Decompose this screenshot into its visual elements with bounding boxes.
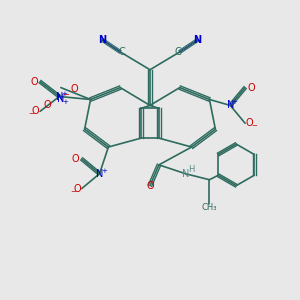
Text: C: C: [175, 47, 181, 57]
Text: N: N: [226, 100, 234, 110]
Text: O: O: [246, 118, 254, 128]
Text: O: O: [247, 82, 255, 93]
Text: O: O: [32, 106, 39, 116]
Text: +: +: [61, 91, 67, 97]
Text: −: −: [62, 91, 69, 100]
Text: N: N: [56, 92, 63, 101]
Text: O: O: [74, 184, 81, 194]
Text: CH₃: CH₃: [202, 203, 217, 212]
Text: O: O: [70, 84, 78, 94]
Text: N: N: [98, 35, 106, 45]
Text: O: O: [72, 154, 80, 164]
Text: H: H: [188, 165, 195, 174]
Text: +: +: [62, 99, 68, 105]
Text: N: N: [182, 169, 189, 179]
Text: +: +: [232, 99, 238, 105]
Text: −: −: [251, 123, 257, 129]
Text: C: C: [118, 47, 125, 57]
Text: O: O: [146, 181, 154, 191]
Text: N: N: [57, 94, 64, 104]
Text: −: −: [28, 111, 34, 117]
Text: O: O: [30, 76, 38, 87]
Text: N: N: [194, 35, 202, 45]
Text: N: N: [96, 169, 103, 179]
Text: O: O: [44, 100, 51, 110]
Text: +: +: [101, 168, 107, 174]
Text: −: −: [70, 189, 76, 195]
